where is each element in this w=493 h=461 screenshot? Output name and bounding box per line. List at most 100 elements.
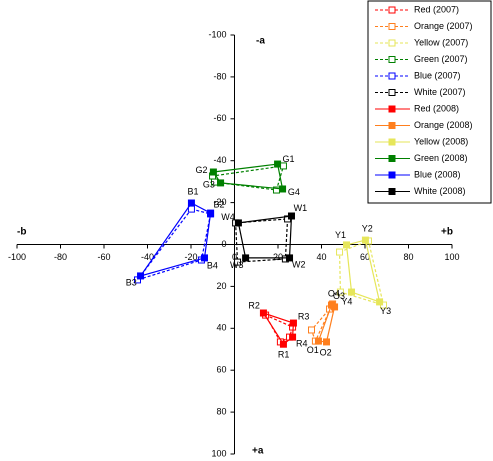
y-axis-pos-label: +a [252, 446, 264, 457]
data-point [323, 338, 331, 346]
data-point [336, 248, 344, 256]
point-label: Y4 [341, 297, 352, 307]
legend-label: Blue (2008) [414, 169, 461, 179]
legend-label: Blue (2007) [414, 70, 461, 80]
data-point [187, 199, 195, 207]
point-label: R1 [278, 350, 290, 360]
x-tick-label: -100 [8, 252, 26, 262]
legend-box [367, 0, 492, 204]
data-point [343, 241, 351, 249]
x-tick-label: 0 [232, 252, 237, 262]
legend-label: White (2008) [414, 186, 466, 196]
point-label: O1 [307, 345, 319, 355]
y-tick-label: 0 [221, 239, 226, 249]
legend-marker [388, 105, 396, 113]
point-label: B2 [213, 200, 224, 210]
x-tick-label: -80 [54, 252, 67, 262]
point-label: B1 [188, 186, 199, 196]
data-point [289, 319, 297, 327]
y-tick-label: -60 [213, 113, 226, 123]
y-tick-label: -20 [213, 197, 226, 207]
data-point [209, 168, 217, 176]
point-label: O2 [320, 347, 332, 357]
data-point [274, 160, 282, 168]
point-label: Y1 [335, 230, 346, 240]
data-point [376, 298, 384, 306]
data-point [217, 179, 225, 187]
x-tick-label: -60 [97, 252, 110, 262]
series-outline [211, 165, 285, 191]
data-point [286, 254, 294, 262]
point-label: G4 [288, 187, 300, 197]
y-tick-label: 80 [216, 406, 226, 416]
point-label: G1 [283, 154, 295, 164]
point-label: W1 [294, 203, 308, 213]
legend-label: Green (2008) [414, 153, 468, 163]
point-label: W4 [221, 212, 235, 222]
legend-label: Yellow (2008) [414, 136, 468, 146]
point-label: R4 [296, 338, 308, 348]
series-outline [234, 218, 289, 263]
data-point [137, 272, 145, 280]
legend-marker [388, 89, 396, 96]
series-outline [237, 215, 293, 259]
x-axis-pos-label: +b [441, 227, 453, 238]
x-tick-label: 40 [316, 252, 326, 262]
x-tick-label: 100 [444, 252, 459, 262]
legend-label: Orange (2008) [414, 120, 473, 130]
point-label: G3 [203, 180, 215, 190]
y-tick-label: -40 [213, 155, 226, 165]
y-tick-label: 40 [216, 323, 226, 333]
data-point [361, 236, 369, 244]
series-outline [139, 202, 212, 277]
legend-marker [388, 122, 396, 129]
point-label: W3 [230, 260, 244, 270]
data-point [259, 309, 267, 317]
point-label: O3 [333, 291, 345, 301]
x-tick-label: -20 [184, 252, 197, 262]
data-point [234, 219, 242, 227]
data-point [307, 326, 315, 334]
point-label: W2 [292, 259, 306, 269]
data-point [279, 185, 287, 193]
y-axis-neg-label: -a [256, 36, 265, 47]
data-point [328, 301, 336, 309]
point-label: B4 [207, 261, 218, 271]
y-tick-label: 60 [216, 365, 226, 375]
data-point [314, 337, 322, 345]
legend-marker [388, 6, 396, 14]
data-point [279, 340, 287, 348]
legend-label: Green (2007) [414, 54, 468, 64]
point-label: R2 [248, 300, 260, 310]
legend-marker [388, 72, 396, 80]
x-tick-label: 60 [360, 252, 370, 262]
y-tick-label: -100 [208, 29, 226, 39]
data-point [336, 288, 344, 296]
y-tick-label: -80 [213, 71, 226, 81]
data-point [289, 333, 297, 341]
legend-marker [388, 188, 396, 195]
legend-marker [388, 171, 396, 179]
legend-label: White (2007) [414, 87, 466, 97]
data-point [200, 254, 208, 262]
point-label: O4 [328, 289, 340, 299]
data-point [348, 288, 356, 296]
legend-marker [388, 39, 396, 47]
y-tick-label: 20 [216, 281, 226, 291]
data-point [207, 209, 215, 217]
data-point [234, 258, 242, 266]
data-point [242, 254, 250, 262]
point-label: B3 [126, 277, 137, 287]
legend-label: Yellow (2007) [414, 37, 468, 47]
data-point [287, 212, 295, 220]
legend-label: Red (2008) [414, 103, 459, 113]
x-axis-neg-label: -b [17, 227, 26, 238]
legend-marker [388, 155, 396, 162]
legend-marker [388, 23, 396, 30]
x-tick-label: 20 [273, 252, 283, 262]
x-tick-label: -40 [141, 252, 154, 262]
point-label: Y2 [362, 224, 373, 234]
point-label: G2 [196, 165, 208, 175]
x-tick-label: 80 [403, 252, 413, 262]
